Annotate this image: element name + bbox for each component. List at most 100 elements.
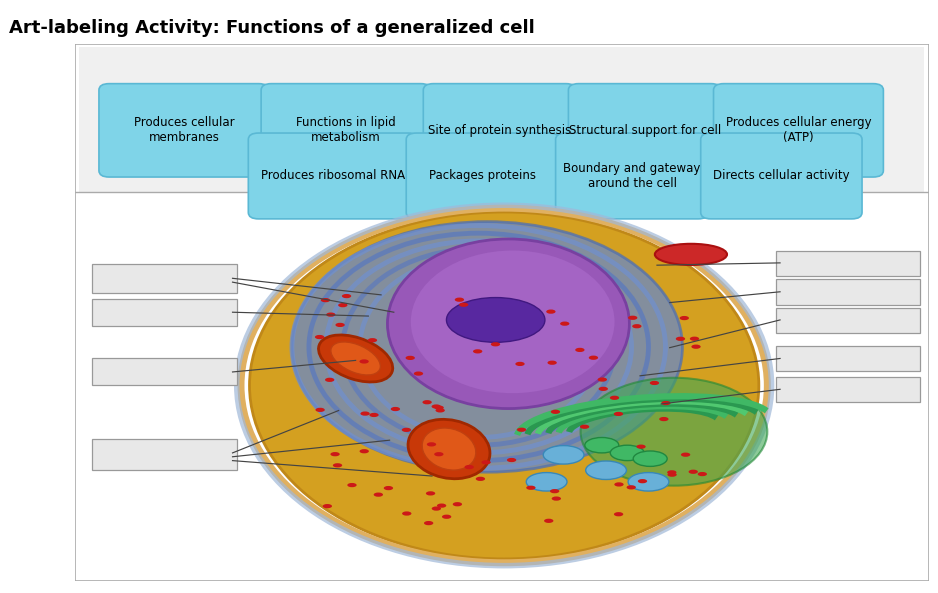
Circle shape [632,324,642,329]
Circle shape [491,342,500,346]
Circle shape [507,458,516,462]
FancyBboxPatch shape [423,84,576,177]
FancyBboxPatch shape [261,84,431,177]
FancyBboxPatch shape [406,133,559,219]
Circle shape [476,477,485,481]
Circle shape [628,315,638,320]
Circle shape [323,504,332,508]
Circle shape [589,356,598,360]
Text: Site of protein synthesis: Site of protein synthesis [428,124,571,137]
Circle shape [431,506,441,511]
Circle shape [659,417,669,421]
FancyBboxPatch shape [555,133,708,219]
Circle shape [434,452,444,457]
Circle shape [598,387,608,391]
FancyBboxPatch shape [776,279,920,305]
Circle shape [455,298,464,302]
Circle shape [422,400,431,404]
Circle shape [668,473,676,477]
Circle shape [628,473,669,491]
FancyBboxPatch shape [701,133,862,219]
Circle shape [405,356,415,360]
Circle shape [368,338,377,342]
Circle shape [598,377,607,382]
Text: Produces cellular energy
(ATP): Produces cellular energy (ATP) [726,116,871,144]
Circle shape [551,410,560,414]
Ellipse shape [387,239,629,409]
Circle shape [575,347,584,352]
Circle shape [688,470,698,474]
Text: Produces ribosomal RNA: Produces ribosomal RNA [261,170,405,183]
Text: Packages proteins: Packages proteins [429,170,537,183]
Circle shape [661,401,671,405]
Circle shape [442,515,451,519]
Text: Functions in lipid
metabolism: Functions in lipid metabolism [296,116,396,144]
Circle shape [633,451,667,466]
Circle shape [517,428,526,432]
Circle shape [431,404,441,409]
Circle shape [341,294,351,298]
Circle shape [560,321,569,326]
Circle shape [426,491,435,496]
Ellipse shape [250,212,759,559]
Circle shape [526,486,536,490]
Circle shape [552,496,561,500]
Circle shape [391,407,401,411]
Circle shape [691,345,701,349]
Ellipse shape [581,378,767,486]
FancyBboxPatch shape [80,47,924,192]
Circle shape [548,361,557,365]
Text: Boundary and gateway
around the cell: Boundary and gateway around the cell [564,162,701,190]
FancyBboxPatch shape [93,299,236,326]
Ellipse shape [292,222,683,472]
Circle shape [636,445,645,449]
Circle shape [614,482,624,486]
Circle shape [326,313,336,317]
Circle shape [689,337,699,341]
Ellipse shape [319,335,393,382]
Circle shape [339,303,347,307]
FancyBboxPatch shape [93,439,236,470]
Circle shape [434,406,444,410]
Circle shape [325,378,334,382]
Circle shape [550,489,559,493]
FancyBboxPatch shape [98,84,269,177]
Circle shape [526,473,567,491]
Circle shape [330,452,340,456]
Circle shape [321,298,330,302]
Circle shape [580,425,589,429]
Circle shape [544,519,553,523]
Circle shape [424,521,433,525]
Circle shape [427,442,436,447]
Circle shape [627,485,636,489]
Circle shape [546,310,555,314]
Ellipse shape [422,428,476,470]
Circle shape [359,359,369,364]
Circle shape [610,396,619,400]
Circle shape [611,445,644,461]
Circle shape [698,472,707,476]
Text: Directs cellular activity: Directs cellular activity [713,170,850,183]
Circle shape [453,502,462,506]
Text: Produces cellular
membranes: Produces cellular membranes [133,116,234,144]
Circle shape [315,335,325,339]
Circle shape [473,349,482,353]
Circle shape [613,412,623,416]
Circle shape [459,302,468,307]
Circle shape [373,493,383,497]
Circle shape [347,483,356,487]
FancyBboxPatch shape [93,264,236,293]
Circle shape [437,503,446,508]
FancyBboxPatch shape [776,346,920,371]
FancyBboxPatch shape [776,308,920,333]
Circle shape [614,512,623,517]
Ellipse shape [655,244,727,265]
FancyBboxPatch shape [75,44,929,581]
FancyBboxPatch shape [714,84,884,177]
Circle shape [384,486,393,490]
Circle shape [435,408,445,413]
Circle shape [680,316,688,320]
Circle shape [675,337,685,341]
FancyBboxPatch shape [249,133,418,219]
FancyBboxPatch shape [93,358,236,385]
